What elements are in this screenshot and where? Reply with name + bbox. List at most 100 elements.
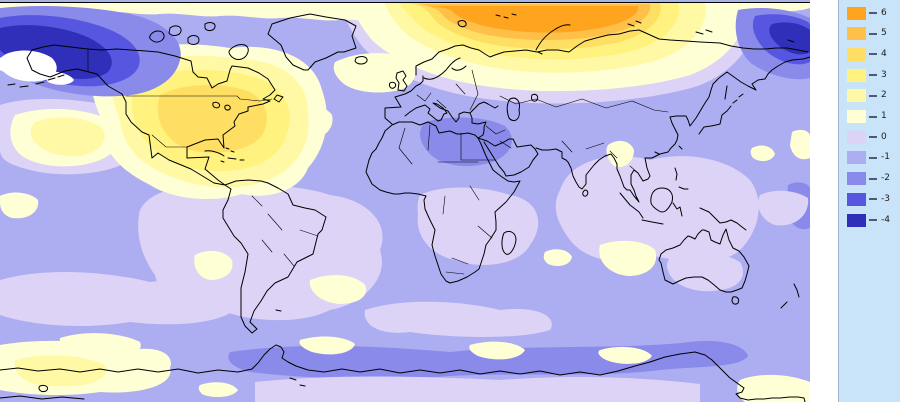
legend-value-label: -1 xyxy=(881,152,890,163)
island-canadian-arctic-1 xyxy=(149,30,165,43)
legend-entry: -3 xyxy=(847,192,890,206)
window-top-line xyxy=(0,0,810,2)
legend-tick xyxy=(869,156,877,159)
map-frame-top-border xyxy=(0,2,810,3)
coastline-newfoundland xyxy=(273,94,284,103)
country-borders xyxy=(87,48,669,275)
contour-south-indian-zero xyxy=(364,301,552,337)
legend-tick xyxy=(869,219,877,221)
legend-tick xyxy=(869,74,877,77)
coastline-antarctica-inner xyxy=(0,377,306,400)
contour-south-pacific-zero xyxy=(0,271,238,326)
border-middle-east xyxy=(485,125,512,149)
contour-corner-ne-minus4 xyxy=(769,22,810,55)
border-africa-south xyxy=(442,185,493,275)
coastline-new-zealand xyxy=(780,283,800,309)
coastline-new-guinea xyxy=(699,207,747,231)
contour-ne-pacific-plus2 xyxy=(30,117,105,157)
coastline-greenland xyxy=(267,13,357,71)
coastline-sakhalin-kuril xyxy=(724,85,744,104)
island-ireland xyxy=(389,81,397,89)
border-south-america xyxy=(251,195,319,267)
contour-antarctica-right-plus1 xyxy=(737,374,810,402)
legend-color-swatch xyxy=(847,172,866,186)
border-egypt xyxy=(460,132,496,161)
island-wrangel xyxy=(787,39,795,43)
coastline-mediterranean-north xyxy=(404,101,499,123)
island-svalbard xyxy=(457,20,467,28)
coastline-south-asia-east-asia xyxy=(535,56,810,203)
coastline-great-lakes xyxy=(212,101,231,111)
contour-southern-spot2-plus1 xyxy=(299,336,355,355)
legend-color-swatch xyxy=(847,192,866,206)
contour-indian-ocean-small-plus1 xyxy=(543,249,572,266)
legend-value-label: 3 xyxy=(881,69,887,80)
border-us-mexico xyxy=(151,134,188,148)
legend-color-swatch xyxy=(847,47,866,61)
island-falkland xyxy=(275,309,282,312)
coastline-sulawesi xyxy=(672,202,683,217)
contour-antarctica-left-plus2 xyxy=(14,355,107,387)
legend-tick xyxy=(869,32,877,35)
legend-tick xyxy=(869,115,877,118)
coastline-africa xyxy=(365,121,521,284)
legend-entry: -1 xyxy=(847,151,890,165)
legend-value-label: 2 xyxy=(881,90,887,101)
legend-color-swatch xyxy=(847,130,866,144)
island-novaya-zemlya xyxy=(535,24,571,55)
legend-color-swatch xyxy=(847,6,866,20)
contour-north-america-plus4 xyxy=(157,84,267,153)
legend-color-swatch xyxy=(847,151,866,165)
coastline-sri-lanka xyxy=(582,189,589,197)
islands xyxy=(7,13,795,312)
contour-central-pacific-zero xyxy=(758,190,809,226)
coastline-arabia xyxy=(477,137,539,177)
coastline-caribbean xyxy=(204,147,245,163)
legend-value-label: 4 xyxy=(881,48,887,59)
border-south-asia xyxy=(561,140,639,174)
contour-myanmar-plus1 xyxy=(606,140,634,168)
coastline-madagascar xyxy=(501,230,517,255)
legend-entry: -4 xyxy=(847,213,890,227)
legend-color-swatch xyxy=(847,27,866,41)
contour-australia-zero xyxy=(667,251,744,292)
coastline-taiwan-hainan xyxy=(654,145,683,155)
border-north-africa xyxy=(398,124,479,165)
legend-entry: 1 xyxy=(847,110,887,123)
legend-color-swatch xyxy=(847,89,866,103)
contour-antarctica-center-zero xyxy=(255,376,700,402)
contour-chile-west-plus1 xyxy=(194,250,233,280)
legend-panel: 6 5 4 3 2 1 0 -1 -2 -3 -4 xyxy=(838,0,900,402)
coastline-north-america xyxy=(26,44,276,186)
legend-tick xyxy=(869,177,877,180)
coastlines xyxy=(0,13,810,402)
legend-value-label: 1 xyxy=(881,111,887,121)
legend-value-label: 0 xyxy=(881,131,887,142)
island-canadian-arctic-4 xyxy=(204,22,216,31)
island-new-siberian xyxy=(695,29,713,35)
legend-color-swatch xyxy=(847,213,866,227)
coastline-philippines xyxy=(674,167,689,190)
coastline-tasmania xyxy=(731,296,740,305)
coastline-australia xyxy=(658,228,750,293)
legend-value-label: 5 xyxy=(881,28,887,39)
contour-indian-ocean-plus1 xyxy=(599,240,657,276)
legend-tick xyxy=(869,12,877,14)
legend-entry: 6 xyxy=(847,6,887,20)
legend-entry: 5 xyxy=(847,27,887,41)
coastline-iberia-france xyxy=(384,75,424,125)
contour-west-pacific-spot-plus1 xyxy=(750,145,775,162)
legend-tick xyxy=(869,136,877,139)
contour-southeast-asia-zero xyxy=(555,156,759,262)
contour-north-africa-minus2 xyxy=(420,117,512,167)
map-panel xyxy=(0,0,810,402)
coastline-japan xyxy=(698,105,732,135)
legend-entry: 2 xyxy=(847,89,887,103)
island-uk xyxy=(395,70,408,92)
contour-south-atlantic-plus1 xyxy=(309,275,367,304)
coastline-caspian xyxy=(506,97,520,122)
contour-ne-atlantic-plus1 xyxy=(333,53,416,93)
island-franz-josef xyxy=(495,13,517,19)
legend-entry: 4 xyxy=(847,47,887,61)
island-severnaya-zemlya xyxy=(627,20,642,27)
